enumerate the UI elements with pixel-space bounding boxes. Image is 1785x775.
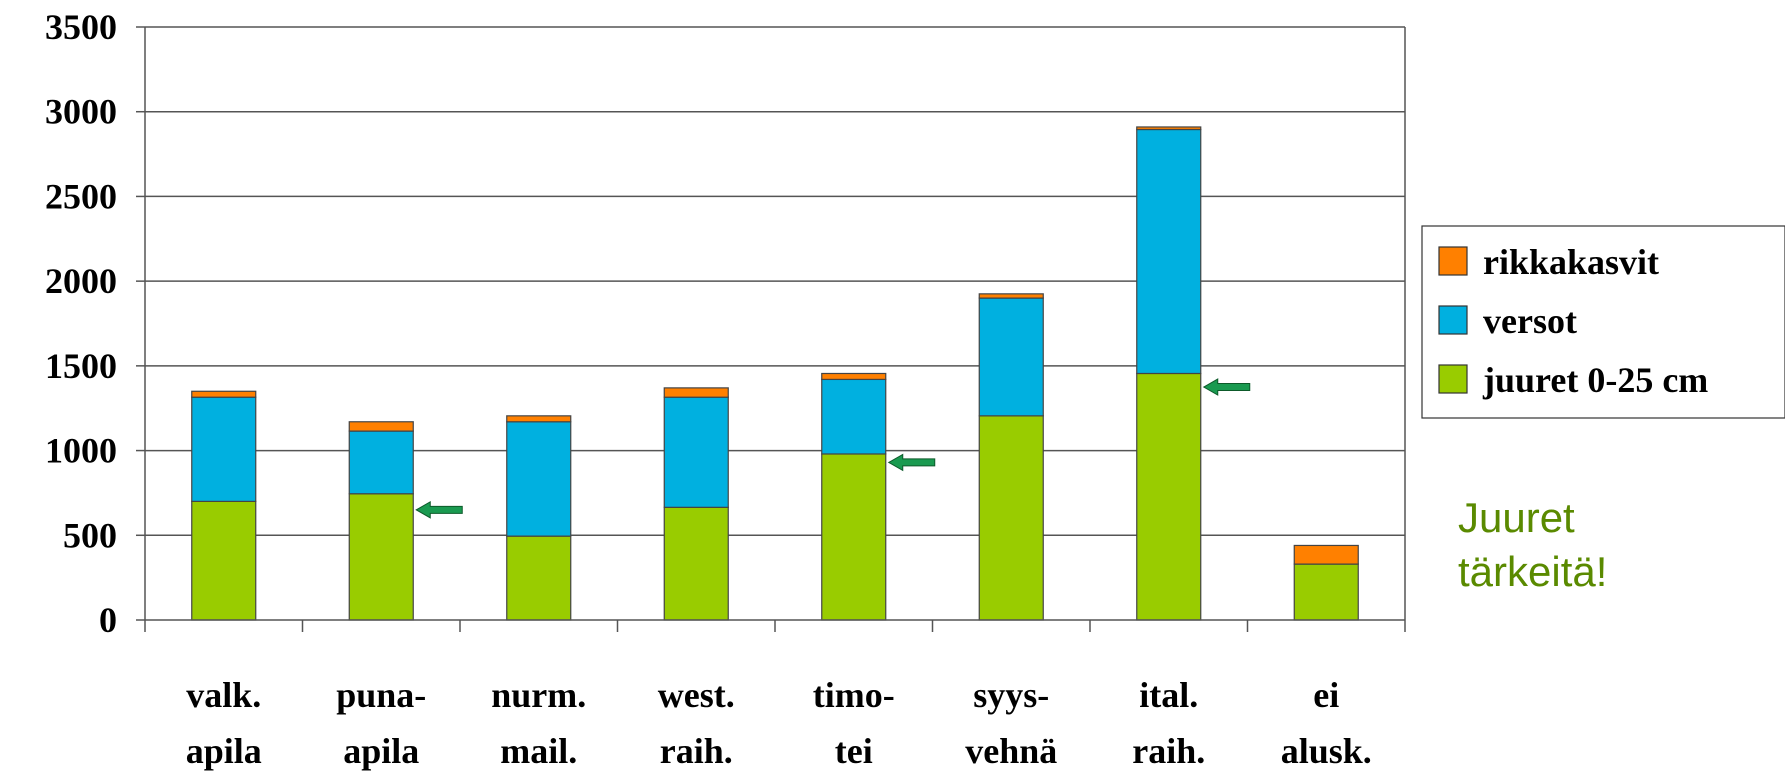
x-category-label-8-line-1: ei (1313, 675, 1339, 715)
y-tick-labels: 0 500 1000 1500 2000 2500 3000 3500 (45, 7, 117, 640)
annotation-note: Juuret tärkeitä! (1458, 494, 1607, 595)
x-category-label-4-line-1: west. (658, 675, 735, 715)
bar-8-juuret-0-25-cm (1293, 563, 1359, 621)
arrow-3 (1202, 378, 1251, 396)
gridlines (145, 26, 1405, 537)
x-category-label-3-line-1: nurm. (491, 675, 586, 715)
legend-box (1421, 225, 1785, 419)
y-tick-label-0: 0 (99, 600, 117, 640)
bar-4-rikkakasvit (663, 387, 729, 398)
bar-5-juuret-0-25-cm (821, 453, 887, 621)
annotation-line-2: tärkeitä! (1458, 548, 1607, 595)
legend-swatch-versot (1438, 305, 1468, 335)
bar-6-rikkakasvit (978, 293, 1044, 299)
axes (136, 26, 1406, 632)
arrow-annotations (415, 378, 1251, 519)
legend-label-juuret-0-25-cm: juuret 0-25 cm (1482, 360, 1708, 400)
bar-7-rikkakasvit (1136, 126, 1202, 131)
x-category-label-8-line-2: alusk. (1281, 731, 1372, 771)
x-category-label-5-line-1: timo- (813, 675, 895, 715)
bar-4-versot (663, 396, 729, 508)
legend-label-versot: versot (1483, 301, 1577, 341)
y-tick-label-2500: 2500 (45, 176, 117, 216)
bar-5-versot (821, 378, 887, 455)
x-category-label-1-line-2: apila (186, 731, 262, 771)
bar-6-versot (978, 297, 1044, 417)
y-tick-label-3000: 3000 (45, 92, 117, 132)
bar-2-rikkakasvit (348, 421, 414, 432)
arrow-2 (887, 453, 936, 472)
x-category-label-5-line-2: tei (835, 731, 873, 771)
x-category-label-6-line-2: vehnä (965, 731, 1057, 771)
bar-1-juuret-0-25-cm (191, 500, 257, 621)
bars (191, 126, 1359, 621)
bar-2-versot (348, 430, 414, 495)
legend-swatch-rikkakasvit (1438, 246, 1468, 276)
bar-3-rikkakasvit (506, 415, 572, 423)
bar-1-versot (191, 396, 257, 502)
x-category-label-2-line-2: apila (343, 731, 419, 771)
bar-7-versot (1136, 128, 1202, 375)
legend-swatch-juuret-0-25-cm (1438, 364, 1468, 394)
bar-7-juuret-0-25-cm (1136, 372, 1202, 621)
y-tick-label-1000: 1000 (45, 431, 117, 471)
x-category-label-7-line-2: raih. (1132, 731, 1205, 771)
bar-6-juuret-0-25-cm (978, 415, 1044, 621)
bar-1-rikkakasvit (191, 390, 257, 398)
bar-4-juuret-0-25-cm (663, 506, 729, 621)
arrow-1 (415, 501, 463, 519)
annotation-line-1: Juuret (1458, 494, 1575, 541)
y-tick-label-500: 500 (63, 515, 117, 555)
bar-2-juuret-0-25-cm (348, 493, 414, 621)
y-tick-label-2000: 2000 (45, 261, 117, 301)
x-category-label-3-line-2: mail. (500, 731, 577, 771)
bar-8-rikkakasvit (1293, 544, 1359, 565)
x-category-label-7-line-1: ital. (1139, 675, 1198, 715)
legend-label-rikkakasvit: rikkakasvit (1483, 242, 1659, 282)
bar-3-juuret-0-25-cm (506, 535, 572, 621)
bar-3-versot (506, 421, 572, 537)
x-category-label-1-line-1: valk. (186, 675, 261, 715)
bar-5-rikkakasvit (821, 372, 887, 381)
x-category-labels: valk. apila puna-apila nurm. mail. west. raih.… (186, 675, 1372, 771)
y-tick-label-1500: 1500 (45, 346, 117, 386)
legend: rikkakasvit versot juuret 0-25 cm (1421, 225, 1785, 419)
x-category-label-6-line-1: syys- (973, 675, 1049, 715)
y-tick-label-3500: 3500 (45, 7, 117, 47)
x-category-label-2-line-1: puna- (336, 675, 426, 715)
x-category-label-4-line-2: raih. (660, 731, 733, 771)
